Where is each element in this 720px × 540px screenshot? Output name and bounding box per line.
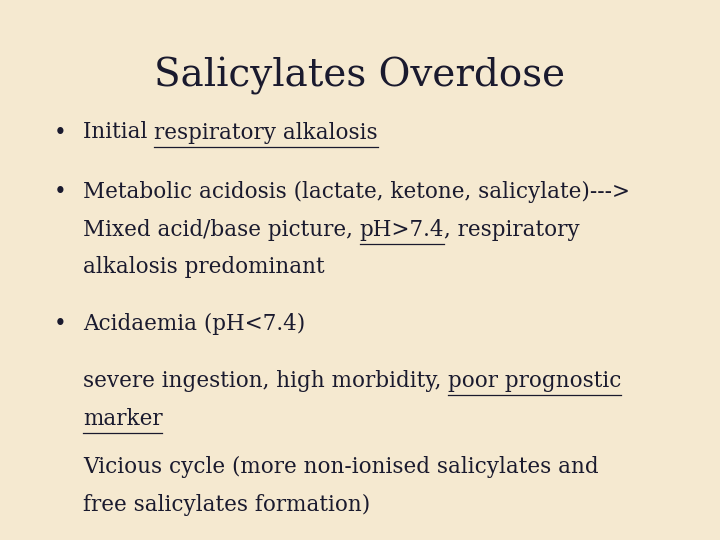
Text: free salicylates formation): free salicylates formation) xyxy=(83,494,370,516)
Text: Metabolic acidosis (lactate, ketone, salicylate)--->: Metabolic acidosis (lactate, ketone, sal… xyxy=(83,181,630,203)
Text: Acidaemia (pH<7.4): Acidaemia (pH<7.4) xyxy=(83,313,305,335)
Text: severe ingestion, high morbidity,: severe ingestion, high morbidity, xyxy=(83,370,448,392)
Text: alkalosis predominant: alkalosis predominant xyxy=(83,256,325,279)
Text: •: • xyxy=(54,181,67,203)
Text: poor prognostic: poor prognostic xyxy=(448,370,621,392)
Text: •: • xyxy=(54,313,67,335)
Text: pH>7.4: pH>7.4 xyxy=(359,219,444,241)
Text: Salicylates Overdose: Salicylates Overdose xyxy=(154,57,566,94)
Text: Initial: Initial xyxy=(83,122,154,144)
Text: marker: marker xyxy=(83,408,163,430)
Text: Mixed acid/base picture,: Mixed acid/base picture, xyxy=(83,219,359,241)
Text: Vicious cycle (more non-ionised salicylates and: Vicious cycle (more non-ionised salicyla… xyxy=(83,456,598,478)
Text: , respiratory: , respiratory xyxy=(444,219,580,241)
Text: •: • xyxy=(54,122,67,144)
Text: respiratory alkalosis: respiratory alkalosis xyxy=(154,122,378,144)
